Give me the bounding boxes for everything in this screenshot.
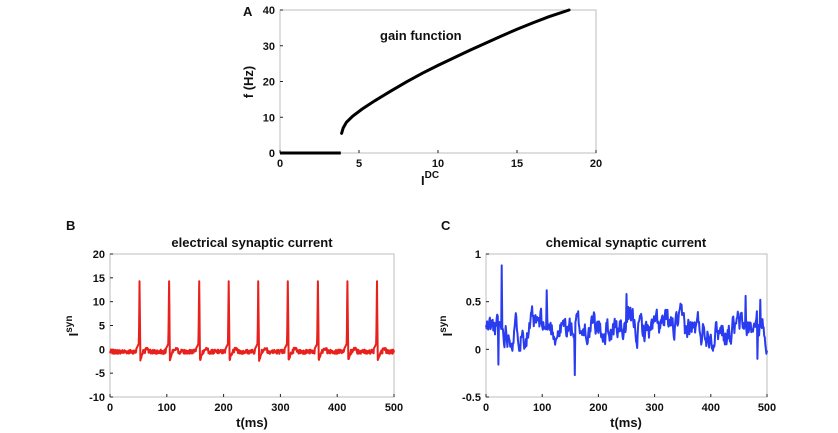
x-tick-label: 300 (271, 402, 289, 414)
panel-a: A 0 5 10 15 20 0 10 20 30 40 gain function IDC f … (241, 4, 602, 188)
chemical-current-trace (485, 264, 768, 377)
y-tick-label: 0.5 (466, 297, 481, 309)
y-tick-label: 0 (269, 148, 275, 160)
ticks-b: 0 100 200 300 400 500 20 15 10 5 0 -5 -10 (89, 249, 403, 414)
y-axis-label-a: f (Hz) (241, 66, 256, 99)
x-axis-label-a: IDC (421, 170, 439, 188)
x-tick-label: 0 (107, 402, 113, 414)
electrical-current-trace (109, 280, 395, 362)
plot-area-b (109, 253, 395, 398)
chart-title-a: gain function (380, 28, 462, 43)
y-tick-label: 30 (263, 41, 275, 53)
x-tick-label: 300 (645, 402, 663, 414)
x-tick-label: 0 (483, 402, 489, 414)
y-axis-label-b: Isyn (64, 316, 81, 337)
y-tick-label: -10 (89, 392, 105, 404)
panel-label-c: C (441, 218, 451, 233)
y-tick-label: 20 (263, 77, 275, 89)
x-tick-label: 15 (511, 158, 523, 170)
x-tick-label: 5 (356, 158, 362, 170)
x-tick-label: 500 (385, 402, 403, 414)
x-tick-label: 200 (589, 402, 607, 414)
panel-label-b: B (66, 218, 75, 233)
x-tick-label: 500 (758, 402, 776, 414)
y-tick-label: 5 (99, 321, 105, 333)
y-axis-label-c: Isyn (438, 316, 455, 337)
chart-title-c: chemical synaptic current (546, 235, 707, 250)
x-tick-label: 400 (702, 402, 720, 414)
y-tick-label: 10 (263, 112, 275, 124)
x-tick-label: 10 (432, 158, 444, 170)
y-tick-label: -5 (95, 368, 105, 380)
y-tick-label: 15 (93, 273, 105, 285)
y-tick-label: 0 (475, 344, 481, 356)
x-axis-label-b: t(ms) (236, 415, 268, 430)
panel-b: B 0 100 200 300 400 500 20 15 10 5 0 -5 -10 electric… (64, 218, 403, 430)
x-tick-label: 100 (533, 402, 551, 414)
y-tick-label: -0.5 (462, 392, 481, 404)
x-tick-label: 200 (214, 402, 232, 414)
y-tick-label: 10 (93, 297, 105, 309)
y-tick-label: 40 (263, 5, 275, 17)
chart-title-b: electrical synaptic current (171, 235, 333, 250)
x-tick-label: 0 (277, 158, 283, 170)
gain-curve-suprathreshold (340, 8, 571, 135)
x-tick-label: 100 (158, 402, 176, 414)
x-tick-label: 400 (328, 402, 346, 414)
x-axis-label-c: t(ms) (610, 415, 642, 430)
y-tick-label: 20 (93, 249, 105, 261)
y-tick-label: 1 (475, 249, 481, 261)
x-tick-label: 20 (590, 158, 602, 170)
panel-label-a: A (243, 4, 253, 19)
y-tick-label: 0 (99, 344, 105, 356)
